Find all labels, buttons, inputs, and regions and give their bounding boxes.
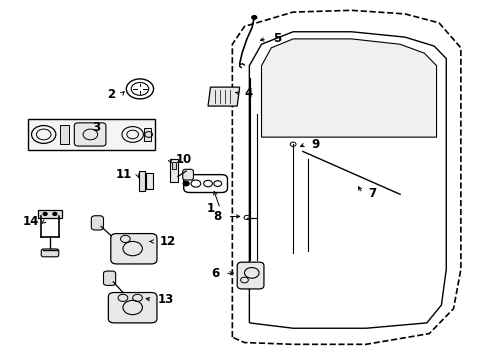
Bar	[38, 210, 62, 217]
Bar	[143, 128, 151, 141]
Text: 9: 9	[311, 138, 319, 151]
Text: 14: 14	[23, 215, 39, 228]
Bar	[60, 125, 69, 144]
FancyBboxPatch shape	[103, 271, 116, 285]
Text: 2: 2	[107, 88, 116, 101]
Text: 10: 10	[175, 153, 191, 166]
Text: 7: 7	[368, 187, 376, 200]
FancyBboxPatch shape	[237, 262, 264, 289]
Text: 3: 3	[92, 121, 100, 134]
Text: 11: 11	[115, 168, 131, 181]
FancyBboxPatch shape	[108, 293, 157, 323]
Circle shape	[43, 212, 47, 215]
Text: 4: 4	[244, 87, 252, 100]
Bar	[145, 173, 153, 189]
Circle shape	[53, 212, 57, 215]
FancyBboxPatch shape	[91, 216, 103, 230]
Text: 13: 13	[158, 293, 174, 306]
Circle shape	[183, 181, 189, 186]
FancyBboxPatch shape	[41, 249, 59, 257]
Text: 12: 12	[159, 235, 175, 248]
Polygon shape	[207, 87, 239, 106]
Bar	[139, 171, 144, 191]
Bar	[28, 119, 154, 150]
Text: 6: 6	[210, 267, 219, 280]
Text: 5: 5	[272, 32, 281, 45]
Bar	[172, 162, 176, 169]
FancyBboxPatch shape	[183, 169, 193, 180]
Circle shape	[251, 16, 256, 19]
Text: 8: 8	[213, 210, 221, 223]
PathPatch shape	[261, 39, 436, 137]
Text: 1: 1	[206, 202, 214, 215]
Bar	[170, 158, 178, 182]
FancyBboxPatch shape	[111, 234, 157, 264]
FancyBboxPatch shape	[74, 123, 106, 146]
